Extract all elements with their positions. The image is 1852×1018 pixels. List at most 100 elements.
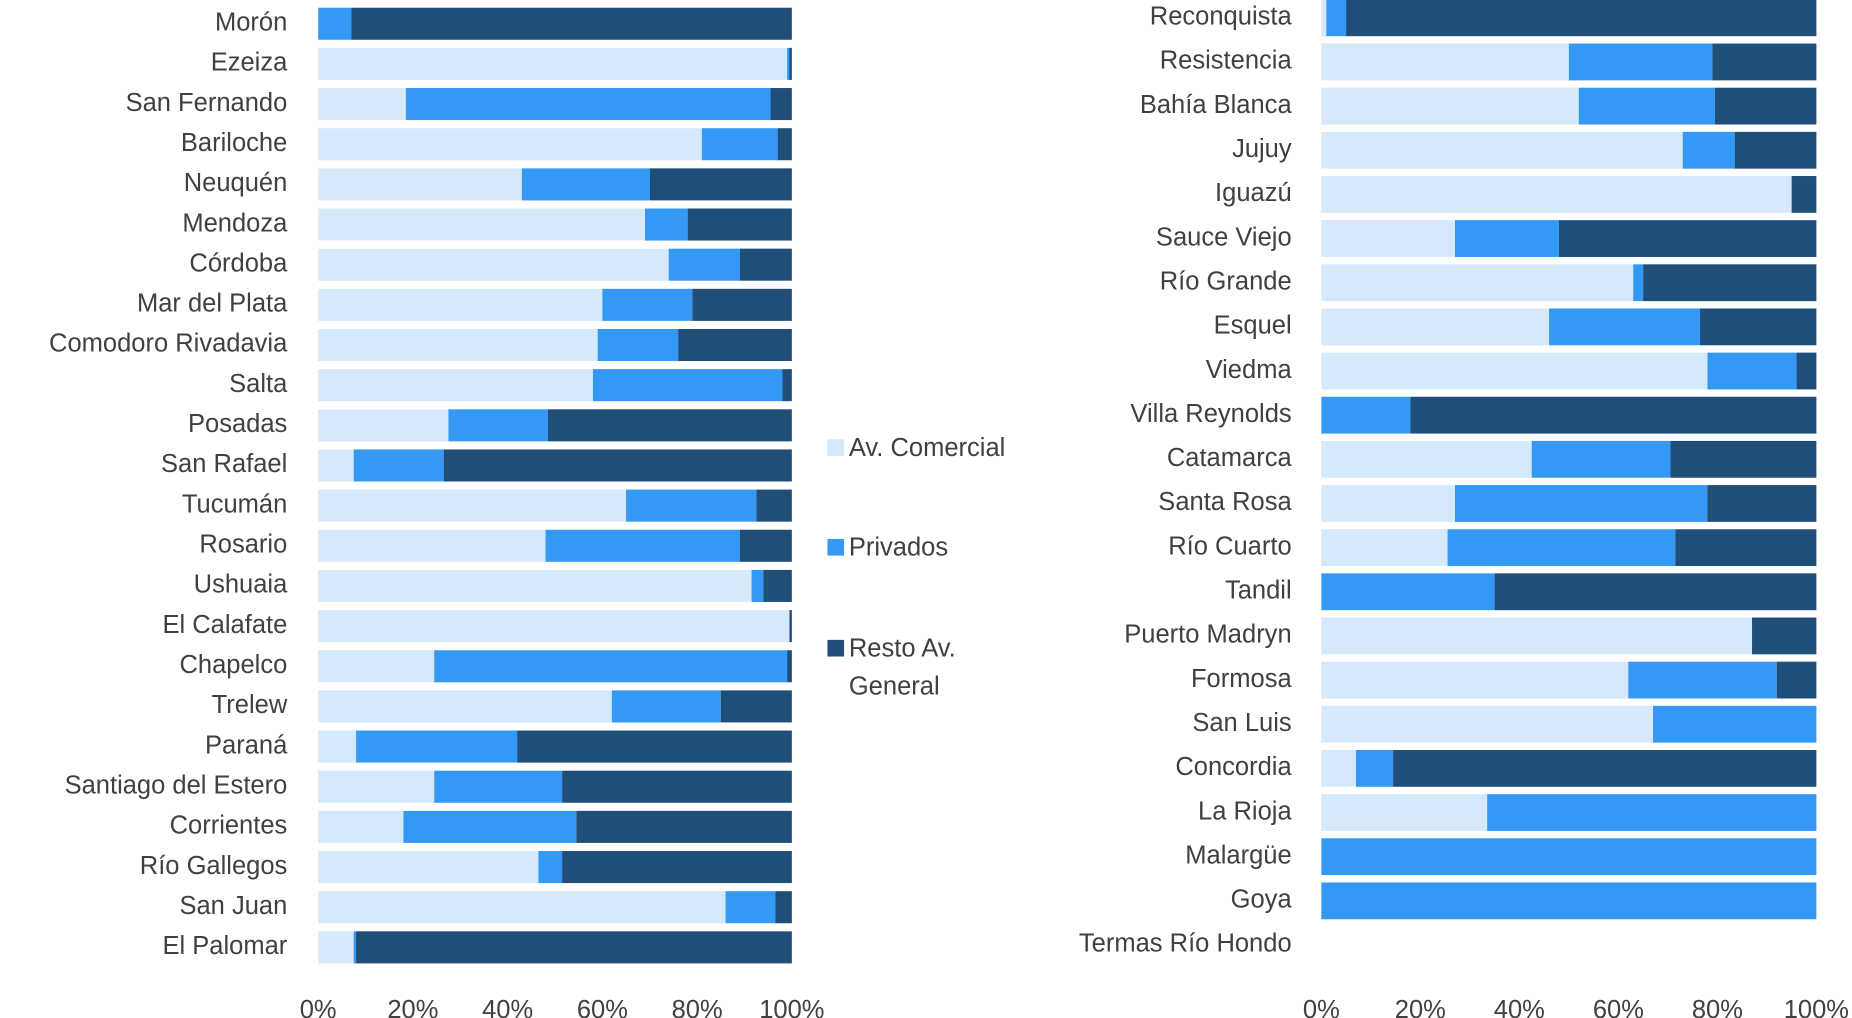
bar-segment <box>403 810 577 843</box>
bar-segment <box>318 770 435 803</box>
bar-segment <box>318 529 546 562</box>
category-label: San Luis <box>1192 709 1291 737</box>
bar-segment <box>1707 352 1797 390</box>
x-tick-label: 60% <box>1593 996 1644 1018</box>
bar-segment <box>1796 352 1817 390</box>
bar-segment <box>318 690 612 723</box>
bar-segment <box>318 449 354 482</box>
bar-segment <box>1700 308 1817 346</box>
bar-segment <box>626 489 757 522</box>
category-label: Rosario <box>199 531 287 559</box>
bar-segment <box>725 891 776 924</box>
category-label: Malargüe <box>1185 841 1291 869</box>
bar-segment <box>562 770 792 803</box>
bar-segment <box>777 128 792 161</box>
bar-segment <box>318 891 726 924</box>
bar-segment <box>1321 705 1654 743</box>
bar-segment <box>687 208 792 241</box>
bar-segment <box>434 650 788 683</box>
bar-segment <box>517 730 792 763</box>
legend-item: Resto Av. General <box>848 633 956 701</box>
bar-segment <box>1321 220 1455 257</box>
bar-segment <box>318 248 669 281</box>
bar-segment <box>1321 573 1495 611</box>
legend-label: Resto Av. General <box>848 633 956 701</box>
bar-segment <box>1321 529 1448 567</box>
bar-segment <box>1321 749 1356 787</box>
bar-segment <box>739 529 792 562</box>
bar-segment <box>318 851 539 884</box>
bar-segment <box>692 288 792 321</box>
category-label: Puerto Madryn <box>1124 621 1291 649</box>
category-label: Catamarca <box>1167 444 1293 472</box>
bar-segment <box>443 449 792 482</box>
bar-segment <box>1682 131 1735 169</box>
category-label: El Palomar <box>163 932 288 960</box>
bar-segment <box>597 328 679 362</box>
category-label: Bariloche <box>181 129 287 157</box>
bar-segment <box>645 208 688 241</box>
bar-segment <box>1321 264 1634 302</box>
bar-segment <box>1454 220 1559 257</box>
x-tick-label: 0% <box>1303 996 1340 1018</box>
bar-segment <box>318 610 790 643</box>
legend-label: Av. Comercial <box>848 433 1006 462</box>
bar-segment <box>1355 749 1394 787</box>
category-label: Trelew <box>212 691 288 719</box>
category-label: Paraná <box>205 731 288 759</box>
category-label: San Juan <box>179 892 287 920</box>
bar-segment <box>1321 396 1411 434</box>
bar-segment <box>678 328 792 362</box>
bar-segment <box>1393 749 1817 787</box>
bar-segment <box>668 248 740 281</box>
category-label: Concordia <box>1175 753 1292 781</box>
x-tick-label: 60% <box>577 996 628 1018</box>
bar-segment <box>1494 573 1817 611</box>
bar-segment <box>1321 617 1753 655</box>
bar-segment <box>1321 882 1817 920</box>
bar-segment <box>318 7 352 40</box>
category-label: Río Grande <box>1160 267 1292 295</box>
category-label: Posadas <box>188 410 287 438</box>
bar-segment <box>1487 794 1817 831</box>
bar-segment <box>1321 176 1792 213</box>
category-label: Goya <box>1231 886 1293 914</box>
category-label: Neuquén <box>184 169 288 197</box>
bar-segment <box>770 88 792 121</box>
bar-segment <box>1675 529 1817 567</box>
x-tick-label: 40% <box>1494 996 1545 1018</box>
bar-segment <box>751 569 764 602</box>
bar-segment <box>318 489 627 522</box>
x-tick-label: 100% <box>759 996 824 1018</box>
bar-segment <box>1643 264 1817 302</box>
x-tick-label: 20% <box>1395 996 1446 1018</box>
category-label: Resistencia <box>1160 47 1293 75</box>
bar-segment <box>1321 0 1327 37</box>
bar-segment <box>547 409 792 442</box>
bar-segment <box>318 569 752 602</box>
bar-segment <box>318 88 406 121</box>
category-label: El Calafate <box>162 611 287 639</box>
category-label: Río Cuarto <box>1168 532 1291 560</box>
x-tick-label: 100% <box>1784 996 1849 1018</box>
bar-segment <box>1326 0 1347 37</box>
bar-segment <box>1653 705 1817 743</box>
bar-segment <box>562 851 792 884</box>
bar-segment <box>1633 264 1644 302</box>
category-label: Ushuaia <box>194 571 288 599</box>
bar-segment <box>1628 661 1777 699</box>
category-label: Viedma <box>1206 356 1293 384</box>
bar-segment <box>1454 485 1708 522</box>
bar-segment <box>1558 220 1817 257</box>
bar-segment <box>720 690 792 723</box>
bar-segment <box>353 931 357 964</box>
bar-segment <box>318 47 788 80</box>
bar-segment <box>1752 617 1817 655</box>
bar-segment <box>1321 308 1550 346</box>
category-label: Sauce Viejo <box>1156 223 1292 251</box>
category-label: Esquel <box>1214 312 1292 340</box>
legend-swatch <box>827 439 845 456</box>
category-label: Bahía Blanca <box>1140 91 1293 119</box>
bar-segment <box>1321 838 1817 876</box>
bar-segment <box>1568 43 1713 81</box>
